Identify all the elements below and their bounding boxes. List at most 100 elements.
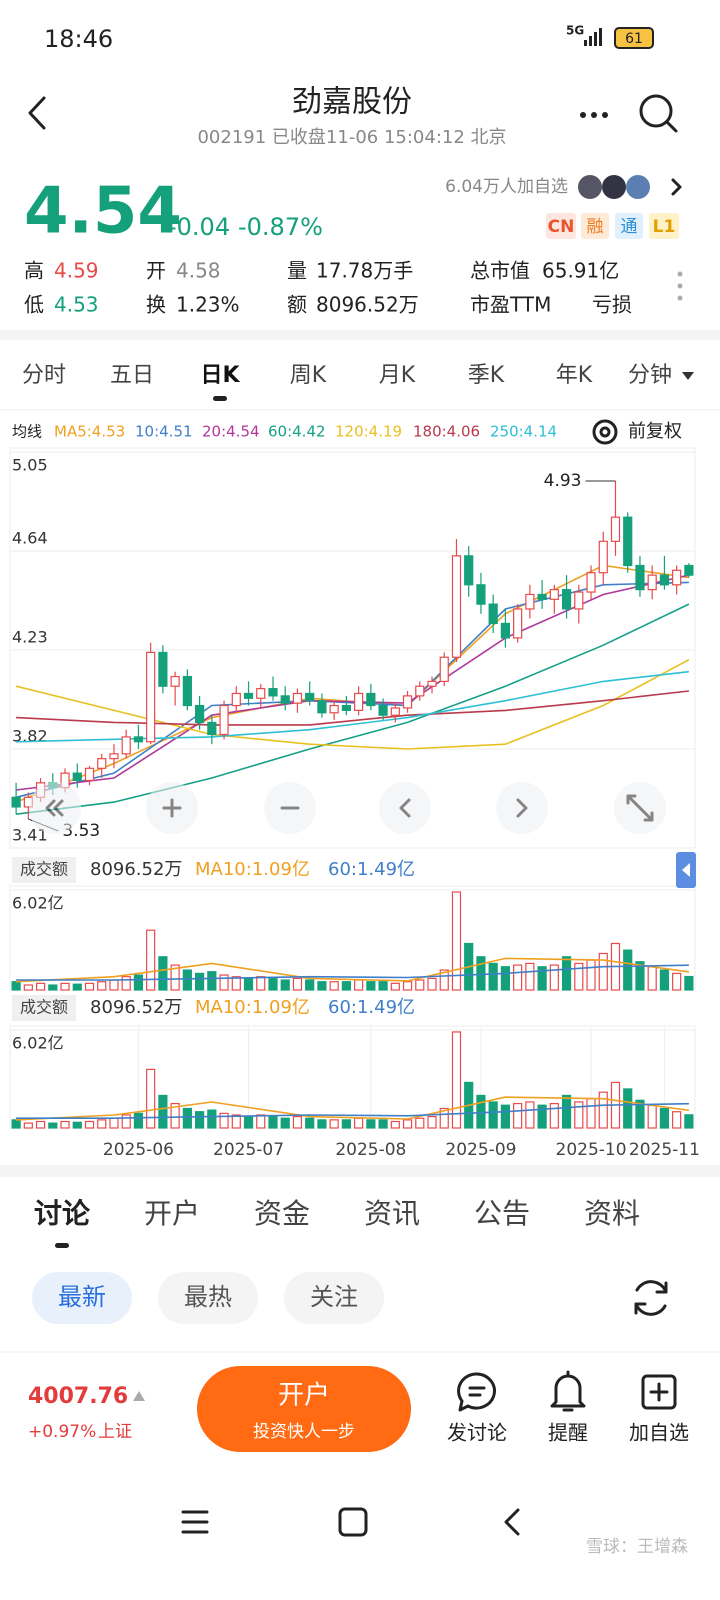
adjust-label[interactable]: 前复权 <box>628 421 682 442</box>
period-tab[interactable]: 年K <box>556 363 593 388</box>
volume-bar <box>48 984 58 991</box>
filter-pill[interactable] <box>32 1272 132 1324</box>
candle-body <box>341 704 351 711</box>
ma-line <box>15 581 689 799</box>
stats-more[interactable] <box>677 271 683 301</box>
volume-bar <box>439 969 449 991</box>
content-tab[interactable]: 开户 <box>144 1197 200 1230</box>
legend-entry: MA10:1.09亿 <box>195 997 310 1018</box>
dropdown-arrow[interactable] <box>682 372 694 380</box>
back-button[interactable] <box>28 96 46 130</box>
filter[interactable]: 关注 <box>310 1283 358 1311</box>
volume-bar <box>513 1102 523 1129</box>
content-tab[interactable]: 讨论 <box>34 1197 91 1230</box>
candle-body <box>659 574 670 586</box>
volume-bar <box>598 952 608 991</box>
chart-panel: 3.413.824.234.645.054.933.53 <box>9 447 696 849</box>
volume-bar <box>659 969 670 991</box>
volume-bar <box>635 1099 645 1129</box>
volume-bar <box>525 1101 535 1129</box>
content-tab[interactable]: 公告 <box>474 1197 530 1230</box>
volume-title: 成交额 <box>20 860 68 879</box>
period-tab[interactable]: 分钟 <box>628 363 672 388</box>
candle-body <box>97 758 107 769</box>
nav-menu[interactable] <box>181 1510 209 1534</box>
followers-arrow[interactable] <box>671 178 682 196</box>
candle-body <box>390 707 400 716</box>
open-account-button[interactable] <box>197 1366 411 1452</box>
action-post[interactable]: 发讨论 <box>447 1372 507 1445</box>
control-button[interactable] <box>379 782 431 834</box>
candle-body <box>378 704 388 716</box>
candle-body <box>513 608 523 639</box>
candle-body <box>476 584 486 605</box>
ma-line <box>16 670 689 743</box>
volume-bar <box>109 979 119 991</box>
volume-bar <box>672 1111 682 1129</box>
action-label[interactable]: 发讨论 <box>447 1421 507 1445</box>
nav-back[interactable] <box>504 1508 520 1536</box>
ma-line <box>16 1096 690 1121</box>
adjust-icon[interactable] <box>592 419 618 445</box>
search-button[interactable] <box>639 94 678 133</box>
filter-pill[interactable] <box>158 1272 258 1324</box>
candle-body <box>684 564 694 576</box>
volume-bar <box>623 1088 633 1129</box>
filter-pill[interactable] <box>284 1272 384 1324</box>
volume-bar <box>194 972 205 991</box>
nav-home[interactable] <box>338 1507 368 1537</box>
divider <box>0 1165 720 1177</box>
candle-body <box>439 656 449 682</box>
period-tab[interactable]: 周K <box>290 363 327 388</box>
legend-entry: 60:1.49亿 <box>328 859 415 880</box>
period-tab[interactable]: 五日 <box>110 363 154 388</box>
period-tab[interactable]: 日K <box>200 363 240 388</box>
candle-body <box>292 692 303 704</box>
period-tab[interactable]: 季K <box>468 363 505 388</box>
candle-body <box>415 685 425 697</box>
more-button[interactable] <box>580 112 608 118</box>
volume-bar <box>366 981 376 991</box>
index-arrow <box>133 1391 145 1401</box>
volume-bar <box>72 1121 82 1129</box>
followers[interactable]: 6.04万人加自选 <box>445 177 568 197</box>
plot-frame <box>9 1025 696 1129</box>
period-tab[interactable]: 分时 <box>22 363 66 388</box>
volume-bar <box>60 982 70 991</box>
action-watchlist[interactable]: 加自选 <box>629 1374 689 1445</box>
stat-label: 量 <box>287 259 307 283</box>
action-label[interactable]: 加自选 <box>629 1421 689 1445</box>
filters: 最新 最热 关注 <box>32 1272 384 1324</box>
plot-frame <box>9 447 696 849</box>
volume-bar <box>354 979 364 991</box>
filter[interactable]: 最新 <box>58 1283 106 1311</box>
cta-title: 开户 <box>278 1381 330 1411</box>
volume-bar <box>97 1119 107 1129</box>
refresh-button[interactable] <box>634 1280 668 1316</box>
ma-line <box>16 964 689 981</box>
volume-bar <box>488 1101 498 1129</box>
content-tab[interactable]: 资讯 <box>364 1197 420 1230</box>
battery-icon <box>614 27 654 49</box>
content-tab[interactable]: 资料 <box>584 1197 640 1230</box>
volume-bar <box>684 975 694 991</box>
volume-bar <box>170 1102 180 1129</box>
filter[interactable]: 最热 <box>184 1283 232 1311</box>
volume-current: 8096.52万 <box>90 997 182 1018</box>
content-tab[interactable]: 资金 <box>254 1197 310 1230</box>
ma-line <box>16 603 690 815</box>
period-tab[interactable]: 月K <box>379 363 416 388</box>
candle-body <box>488 603 498 625</box>
action-alert[interactable]: 提醒 <box>548 1370 588 1445</box>
volume-bar <box>84 982 95 991</box>
volume-bar <box>170 964 180 991</box>
candle-body <box>366 692 376 707</box>
volume-bar <box>207 1109 217 1129</box>
tab-underline <box>55 1243 69 1248</box>
action-label[interactable]: 提醒 <box>548 1421 588 1445</box>
volume-bar <box>561 956 572 991</box>
candle-body <box>109 753 119 760</box>
control-button[interactable] <box>496 782 548 834</box>
